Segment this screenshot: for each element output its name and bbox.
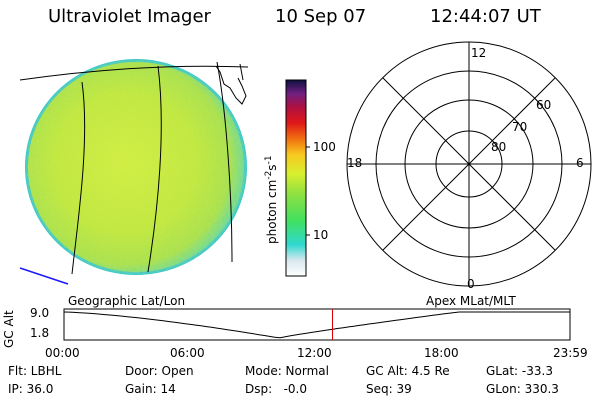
dsp-value: Dsp: -0.0 bbox=[245, 382, 308, 396]
altitude-timeline bbox=[63, 308, 571, 341]
coastline bbox=[239, 63, 244, 81]
timeline-axis-label: GC Alt bbox=[2, 310, 16, 348]
timeline-y-bottom: 1.8 bbox=[30, 326, 50, 340]
glat-value: GLat: -33.3 bbox=[486, 364, 553, 378]
apex-coords-title: Apex MLat/MLT bbox=[426, 294, 516, 308]
latitude-line bbox=[19, 65, 249, 81]
timeline-y-top: 9.0 bbox=[30, 306, 50, 320]
mlat-label-80: 80 bbox=[491, 140, 507, 154]
colorbar-unit-label: photon cm-2s-1 bbox=[264, 155, 279, 244]
coastline-blue bbox=[19, 267, 69, 285]
longitude-line bbox=[216, 61, 233, 263]
gc-alt-value: GC Alt: 4.5 Re bbox=[366, 364, 450, 378]
colorbar-tick-10: 10 bbox=[313, 228, 329, 242]
mlt-label-12: 12 bbox=[471, 46, 487, 60]
timeline-tick-2359: 23:59 bbox=[553, 346, 588, 360]
timeline-tick-0600: 06:00 bbox=[170, 346, 205, 360]
mlt-label-0: 0 bbox=[467, 277, 475, 291]
door-value: Door: Open bbox=[125, 364, 194, 378]
filter-value: Flt: LBHL bbox=[8, 364, 62, 378]
timeline-tick-1200: 12:00 bbox=[297, 346, 332, 360]
earth-image bbox=[19, 59, 249, 285]
mode-value: Mode: Normal bbox=[245, 364, 329, 378]
image-date: 10 Sep 07 bbox=[275, 6, 367, 27]
longitude-line bbox=[71, 81, 86, 275]
altitude-curve bbox=[63, 311, 570, 339]
coastline bbox=[215, 65, 247, 105]
seq-value: Seq: 39 bbox=[366, 382, 412, 396]
geo-coords-title: Geographic Lat/Lon bbox=[68, 294, 186, 308]
timeline-tick-0000: 00:00 bbox=[45, 346, 80, 360]
instrument-title: Ultraviolet Imager bbox=[48, 6, 211, 27]
image-time: 12:44:07 UT bbox=[430, 6, 541, 27]
longitude-line bbox=[147, 65, 162, 273]
colorbar-tick-100: 100 bbox=[313, 140, 336, 154]
mlt-label-18: 18 bbox=[347, 156, 363, 170]
timeline-tick-1800: 18:00 bbox=[424, 346, 459, 360]
mlt-label-6: 6 bbox=[576, 156, 584, 170]
polar-plot bbox=[346, 41, 592, 287]
mlat-label-70: 70 bbox=[512, 120, 528, 134]
ip-value: IP: 36.0 bbox=[8, 382, 54, 396]
gain-value: Gain: 14 bbox=[125, 382, 176, 396]
glon-value: GLon: 330.3 bbox=[486, 382, 559, 396]
colorbar bbox=[285, 79, 310, 277]
mlat-label-60: 60 bbox=[536, 98, 552, 112]
